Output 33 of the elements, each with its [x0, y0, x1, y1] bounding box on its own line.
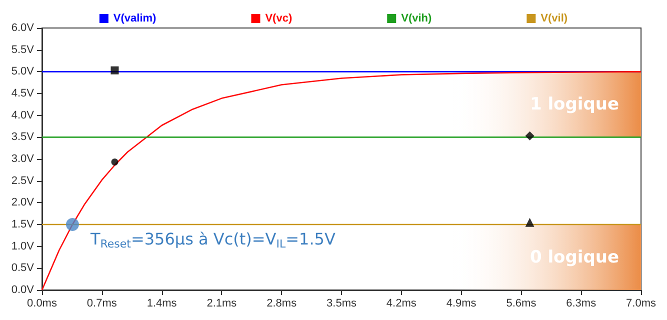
y-tick-label: 4.0V [11, 109, 35, 122]
point [525, 218, 534, 227]
y-tick-label: 5.0V [11, 66, 35, 78]
x-tick-label: 6.3ms [566, 298, 597, 310]
y-tick-label: 5.5V [11, 44, 35, 56]
legend-label: V(vc) [265, 12, 292, 24]
y-tick-label: 2.0V [11, 196, 35, 209]
x-tick-label: 7.0ms [626, 298, 656, 310]
x-tick-label: 5.6ms [506, 298, 537, 310]
y-tick-label: 6.0V [11, 22, 35, 34]
y-tick-label: 3.5V [11, 131, 35, 144]
point [66, 218, 79, 231]
y-tick-label: 3.0V [11, 153, 35, 165]
point [111, 158, 118, 166]
x-tick-label: 1.4ms [146, 298, 178, 310]
y-tick-label: 0.5V [11, 262, 35, 274]
point [525, 131, 534, 140]
x-tick-label: 3.5ms [326, 298, 357, 310]
x-tick-label: 4.2ms [386, 298, 417, 310]
x-tick-label: 0.7ms [86, 298, 118, 310]
x-tick-label: 2.8ms [266, 298, 298, 310]
legend-label: V(vih) [401, 12, 432, 24]
legend-label: V(valim) [113, 12, 157, 24]
y-tick-label: 2.5V [11, 174, 35, 187]
legend-label: V(vil) [540, 12, 568, 24]
x-tick-label: 0.0ms [27, 298, 58, 310]
y-tick-label: 0.0V [11, 284, 35, 296]
x-tick-label: 2.1ms [206, 298, 238, 310]
x-tick-label: 4.9ms [446, 298, 477, 310]
point [110, 66, 119, 74]
y-tick-label: 4.5V [11, 88, 35, 100]
y-tick-label: 1.0V [11, 240, 35, 252]
y-tick-label: 1.5V [11, 218, 35, 230]
